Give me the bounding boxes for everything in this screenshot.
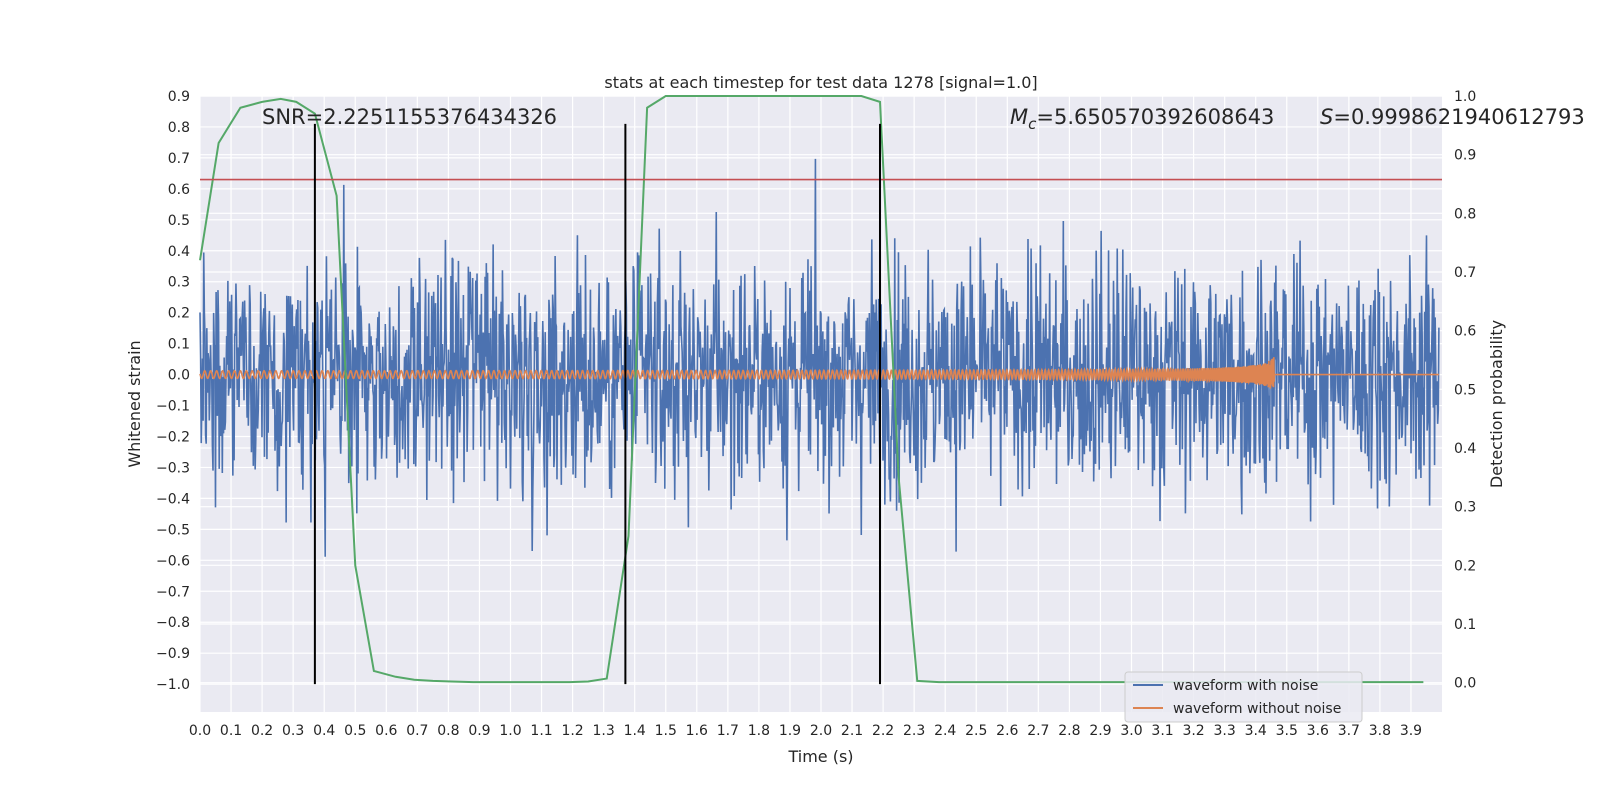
x-tick-label: 3.7 <box>1338 723 1360 739</box>
x-tick-label: 1.1 <box>530 723 552 739</box>
y-tick-label: 0.9 <box>168 89 190 105</box>
y2-tick-label: 0.1 <box>1454 617 1476 633</box>
x-tick-label: 3.8 <box>1369 723 1391 739</box>
x-tick-label: 0.5 <box>344 723 366 739</box>
x-tick-label: 0.7 <box>406 723 428 739</box>
y-tick-label: 0.4 <box>168 244 190 260</box>
y2-tick-label: 0.5 <box>1454 382 1476 398</box>
y-tick-label: −0.2 <box>156 430 190 446</box>
y-tick-label: 0.1 <box>168 337 190 353</box>
y-tick-label: 0.5 <box>168 213 190 229</box>
mc-subscript: c <box>1028 115 1037 133</box>
x-tick-label: 1.5 <box>655 723 677 739</box>
legend: waveform with noise waveform without noi… <box>1124 671 1363 723</box>
chirp-mass-annotation: Mc=5.650570392608643 <box>1010 105 1274 133</box>
x-tick-label: 1.2 <box>561 723 583 739</box>
x-tick-label: 0.8 <box>437 723 459 739</box>
y-tick-label: −0.6 <box>156 553 190 569</box>
x-tick-label: 0.1 <box>220 723 242 739</box>
y-tick-label: −0.7 <box>156 584 190 600</box>
x-tick-label: 1.4 <box>624 723 646 739</box>
x-tick-label: 3.6 <box>1307 723 1329 739</box>
x-tick-label: 0.4 <box>313 723 335 739</box>
mc-value: =5.650570392608643 <box>1036 105 1274 129</box>
y-tick-label: 0.8 <box>168 120 190 136</box>
x-tick-label: 2.4 <box>934 723 956 739</box>
y2-tick-label: 0.6 <box>1454 324 1476 340</box>
y-tick-label: −0.9 <box>156 646 190 662</box>
x-tick-label: 0.6 <box>375 723 397 739</box>
chart-title: stats at each timestep for test data 127… <box>604 73 1037 92</box>
y2-tick-labels: 1.0 0.9 0.8 0.7 0.6 0.5 0.4 0.3 0.2 0.1 0.0 <box>1454 89 1476 692</box>
s-symbol: S <box>1320 105 1333 129</box>
vertical-markers <box>313 123 881 685</box>
legend-box <box>1124 671 1363 723</box>
y-tick-label: 0.0 <box>168 368 190 384</box>
x-tick-label: 1.0 <box>499 723 521 739</box>
y-axis-label: Whitened strain <box>125 340 144 467</box>
x-tick-label: 2.8 <box>1058 723 1080 739</box>
y2-tick-label: 0.8 <box>1454 206 1476 222</box>
x-tick-label: 1.9 <box>779 723 801 739</box>
x-tick-label: 0.3 <box>282 723 304 739</box>
legend-label-clean: waveform without noise <box>1173 701 1341 717</box>
x-tick-label: 2.2 <box>872 723 894 739</box>
x-tick-label: 3.3 <box>1214 723 1236 739</box>
y2-tick-label: 1.0 <box>1454 89 1476 105</box>
y-tick-label: −0.1 <box>156 399 190 415</box>
y-tick-label: 0.2 <box>168 306 190 322</box>
y2-tick-label: 0.4 <box>1454 441 1476 457</box>
y2-axis-label: Detection probability <box>1487 320 1506 488</box>
x-tick-label: 1.8 <box>748 723 770 739</box>
x-tick-label: 1.6 <box>686 723 708 739</box>
x-tick-label: 2.9 <box>1089 723 1111 739</box>
x-tick-label: 0.9 <box>468 723 490 739</box>
x-tick-labels: 0.0 0.1 0.2 0.3 0.4 0.5 0.6 0.7 0.8 0.9 1.0 1.1 1.2 1… <box>189 723 1422 739</box>
y2-tick-label: 0.0 <box>1454 676 1476 692</box>
x-tick-label: 2.7 <box>1027 723 1049 739</box>
y-tick-label: −0.3 <box>156 460 190 476</box>
y2-tick-label: 0.9 <box>1454 148 1476 164</box>
x-tick-label: 3.2 <box>1182 723 1204 739</box>
x-axis-label: Time (s) <box>787 747 853 766</box>
x-tick-label: 3.5 <box>1276 723 1298 739</box>
x-tick-label: 1.3 <box>593 723 615 739</box>
series-waveform-with-noise <box>199 158 1440 557</box>
x-tick-label: 0.2 <box>251 723 273 739</box>
x-tick-label: 2.1 <box>841 723 863 739</box>
snr-annotation: SNR=2.2251155376434326 <box>262 105 557 129</box>
legend-label-noisy: waveform with noise <box>1173 678 1318 694</box>
y-tick-label: −0.8 <box>156 615 190 631</box>
score-annotation: S=0.9998621940612793 <box>1320 105 1585 129</box>
x-tick-label: 1.7 <box>717 723 739 739</box>
x-tick-label: 3.9 <box>1400 723 1422 739</box>
x-tick-label: 2.0 <box>810 723 832 739</box>
y-tick-label: 0.7 <box>168 151 190 167</box>
x-tick-label: 3.1 <box>1151 723 1173 739</box>
s-value: =0.9998621940612793 <box>1333 105 1584 129</box>
noisy-waveform-line <box>199 158 1440 557</box>
y2-tick-label: 0.2 <box>1454 558 1476 574</box>
x-tick-label: 3.4 <box>1245 723 1267 739</box>
x-tick-label: 3.0 <box>1120 723 1142 739</box>
mc-symbol: M <box>1010 105 1028 129</box>
x-tick-label: 2.6 <box>996 723 1018 739</box>
y-tick-label: 0.3 <box>168 275 190 291</box>
x-tick-label: 2.3 <box>903 723 925 739</box>
y2-tick-label: 0.3 <box>1454 500 1476 516</box>
series-waveform-without-noise <box>199 357 1439 389</box>
y2-tick-label: 0.7 <box>1454 265 1476 281</box>
y-tick-label: 0.6 <box>168 182 190 198</box>
y-tick-label: −1.0 <box>156 677 190 693</box>
x-tick-label: 2.5 <box>965 723 987 739</box>
x-tick-label: 0.0 <box>189 723 211 739</box>
clean-waveform-line <box>199 357 1439 389</box>
y-tick-label: −0.4 <box>156 491 190 507</box>
y-tick-label: −0.5 <box>156 522 190 538</box>
y-tick-labels: 0.9 0.8 0.7 0.6 0.5 0.4 0.3 0.2 0.1 0.0 −0.1 −0.2 −0… <box>156 89 190 693</box>
